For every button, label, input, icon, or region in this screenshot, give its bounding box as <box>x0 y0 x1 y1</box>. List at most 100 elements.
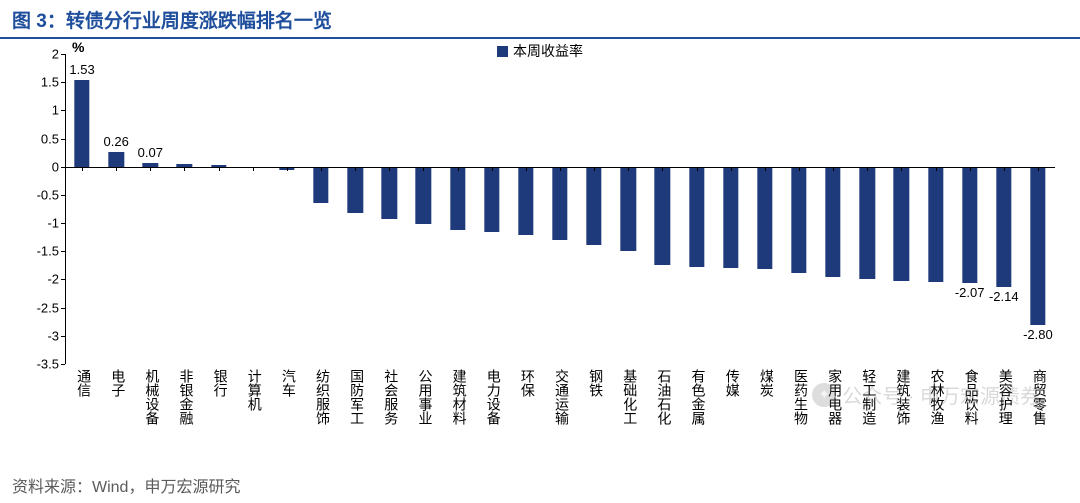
x-category-label: 公用事业 <box>415 369 435 425</box>
y-tick-label: -1 <box>47 216 59 231</box>
bar-slot <box>270 54 304 364</box>
y-tick-label: -3 <box>47 328 59 343</box>
bar-slot <box>304 54 338 364</box>
bar-slot: 0.07 <box>133 54 167 364</box>
bar <box>552 167 567 240</box>
x-tick-mark <box>116 167 117 171</box>
y-axis-unit: % <box>72 39 84 55</box>
y-tick-label: 2 <box>52 47 59 62</box>
y-tick-label: -1.5 <box>37 244 59 259</box>
y-tick-mark <box>61 279 65 280</box>
x-tick-mark <box>321 167 322 171</box>
x-tick-mark <box>219 167 220 171</box>
x-tick-mark <box>150 167 151 171</box>
x-tick-mark <box>901 167 902 171</box>
watermark: ✦ 公众号 · 申万宏源债券 <box>812 380 1040 409</box>
y-tick-mark <box>61 54 65 55</box>
x-category-label: 传媒 <box>723 369 743 397</box>
y-tick-mark <box>61 336 65 337</box>
bar <box>621 167 636 252</box>
bar-slot <box>714 54 748 364</box>
bar <box>74 80 89 166</box>
watermark-text: 公众号 · 申万宏源债券 <box>842 380 1040 409</box>
plot-region: 1.530.260.07-2.07-2.14-2.80 -3.5-3-2.5-2… <box>65 54 1055 364</box>
bar-slot: 0.26 <box>99 54 133 364</box>
bar-slot: -2.80 <box>1021 54 1055 364</box>
x-tick-mark <box>833 167 834 171</box>
x-category-label: 社会服务 <box>381 369 401 425</box>
chart-area: % 本周收益率 1.530.260.07-2.07-2.14-2.80 -3.5… <box>10 39 1070 459</box>
bar-slot <box>850 54 884 364</box>
y-tick-label: -2.5 <box>37 300 59 315</box>
bar-slot <box>543 54 577 364</box>
x-tick-mark <box>184 167 185 171</box>
x-category-label: 环保 <box>518 369 538 397</box>
y-tick-mark <box>61 110 65 111</box>
y-tick-label: -0.5 <box>37 187 59 202</box>
x-category-label: 石油石化 <box>654 369 674 425</box>
bar <box>894 167 909 281</box>
bar <box>1030 167 1045 325</box>
x-tick-mark <box>560 167 561 171</box>
bar-value-label: 1.53 <box>69 62 94 77</box>
bar <box>825 167 840 277</box>
x-category-label: 银行 <box>211 369 231 397</box>
bar <box>655 167 670 266</box>
x-category-label: 有色金属 <box>689 369 709 425</box>
bar-slot <box>611 54 645 364</box>
bars-container: 1.53 0.26 0.07 -2.07 -2.14 -2.80 <box>65 54 1055 364</box>
bar-value-label: -2.14 <box>989 289 1019 304</box>
bar-slot <box>236 54 270 364</box>
x-category-label: 计算机 <box>245 369 265 411</box>
x-tick-mark <box>526 167 527 171</box>
x-tick-mark <box>492 167 493 171</box>
bar <box>791 167 806 273</box>
bar-slot <box>475 54 509 364</box>
y-tick-label: -2 <box>47 272 59 287</box>
bar <box>313 167 328 204</box>
x-tick-mark <box>628 167 629 171</box>
bar-slot <box>338 54 372 364</box>
bar-slot: 1.53 <box>65 54 99 364</box>
bar-slot <box>645 54 679 364</box>
bar <box>689 167 704 267</box>
x-category-label: 交通运输 <box>552 369 572 425</box>
bar <box>996 167 1011 288</box>
bar-slot <box>884 54 918 364</box>
x-tick-mark <box>936 167 937 171</box>
bar <box>109 152 124 167</box>
bar <box>928 167 943 283</box>
bar-value-label: -2.07 <box>955 285 985 300</box>
x-category-label: 电力设备 <box>484 369 504 425</box>
y-axis-line <box>65 54 66 364</box>
bar-slot: -2.14 <box>987 54 1021 364</box>
bar-slot <box>918 54 952 364</box>
bar-slot <box>406 54 440 364</box>
x-tick-mark <box>662 167 663 171</box>
bar-value-label: 0.26 <box>104 134 129 149</box>
x-tick-mark <box>287 167 288 171</box>
bar-value-label: -2.80 <box>1023 327 1053 342</box>
x-category-label: 建筑材料 <box>450 369 470 425</box>
bar <box>757 167 772 270</box>
chart-title: 图 3：转债分行业周度涨跌幅排名一览 <box>12 6 332 33</box>
y-tick-mark <box>61 82 65 83</box>
bar <box>518 167 533 236</box>
y-tick-label: 1.5 <box>41 75 59 90</box>
bar-value-label: 0.07 <box>138 145 163 160</box>
x-tick-mark <box>389 167 390 171</box>
wechat-icon: ✦ <box>812 383 836 407</box>
bar <box>450 167 465 230</box>
x-tick-mark <box>970 167 971 171</box>
y-tick-label: 1 <box>52 103 59 118</box>
bar <box>723 167 738 268</box>
x-tick-mark <box>867 167 868 171</box>
source-text: 资料来源：Wind，申万宏源研究 <box>12 473 240 497</box>
y-tick-mark <box>61 139 65 140</box>
x-tick-mark <box>697 167 698 171</box>
bar <box>416 167 431 224</box>
bar-slot <box>816 54 850 364</box>
x-category-label: 机械设备 <box>142 369 162 425</box>
y-tick-label: -3.5 <box>37 357 59 372</box>
y-tick-mark <box>61 251 65 252</box>
